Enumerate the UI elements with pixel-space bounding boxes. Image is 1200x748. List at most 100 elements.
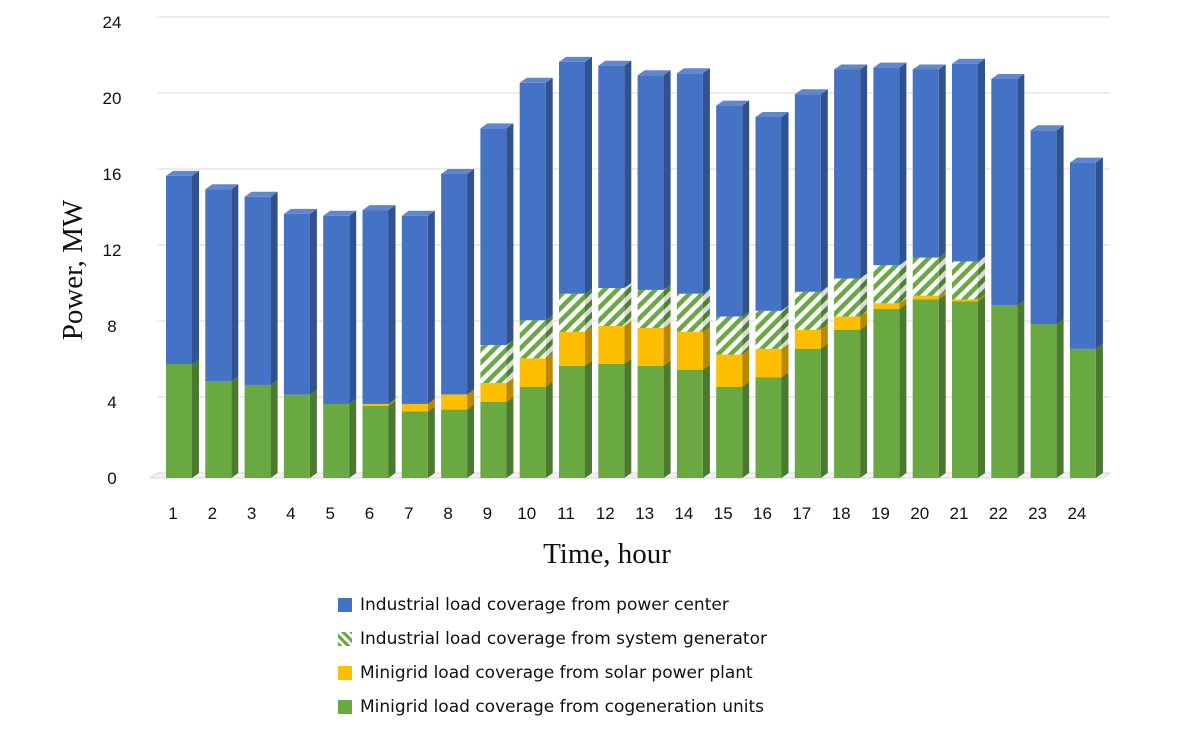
legend-swatch — [338, 598, 352, 612]
bar-side — [978, 58, 985, 262]
bar-segment — [283, 208, 317, 395]
bar-side — [624, 321, 632, 364]
bar-front — [676, 73, 703, 294]
y-axis-title: Power, MW — [57, 199, 89, 340]
bar-front — [559, 293, 585, 332]
bar-side — [427, 398, 435, 412]
x-axis-ticks: 1 2 3 4 5 6 7 8 9 10 11 12 13 14 15 16 17 18 19 20 21 22 23 24 — [168, 504, 1086, 523]
bar-side — [860, 64, 868, 279]
bar-side — [545, 353, 553, 387]
bar-side — [192, 359, 199, 478]
bar-segment — [559, 360, 592, 478]
bar-front — [912, 299, 939, 478]
bar-segment — [519, 353, 553, 387]
bar-top — [637, 70, 671, 76]
bar-side — [820, 89, 828, 292]
bar-front — [637, 365, 664, 478]
bar-segment — [873, 260, 907, 304]
bar-side — [860, 311, 868, 330]
x-axis-title: Time, hour — [543, 538, 671, 570]
bar-side — [702, 364, 710, 478]
bar-segment — [873, 303, 907, 478]
bar-segment — [676, 288, 710, 332]
legend-label: Industrial load coverage from power cent… — [360, 595, 729, 615]
bar-front — [952, 261, 978, 300]
x-tick-label: 8 — [443, 504, 452, 523]
bar-side — [270, 191, 278, 385]
bar-segment — [873, 62, 907, 266]
bar-front — [991, 79, 1018, 306]
x-tick-label: 18 — [832, 504, 851, 523]
bar-top — [323, 210, 357, 216]
x-tick-label: 12 — [596, 504, 615, 523]
bar-side — [742, 100, 750, 317]
bar-segment — [598, 359, 632, 478]
bar-front — [794, 94, 821, 292]
bar-segment — [166, 170, 199, 364]
bar-front — [637, 75, 664, 290]
bar-side — [624, 359, 632, 478]
y-tick-label: 16 — [103, 165, 122, 184]
bar-segment — [794, 343, 828, 478]
bar-front — [244, 384, 271, 478]
bar-side — [781, 112, 789, 311]
bar-segment — [676, 68, 710, 294]
legend-swatch — [338, 666, 352, 680]
y-tick-label: 8 — [107, 317, 116, 336]
bar-front — [755, 310, 782, 349]
bar-top — [873, 62, 907, 68]
bar-front — [362, 403, 389, 406]
bar-segment — [637, 70, 671, 290]
bar-front — [323, 215, 350, 404]
bar-front — [598, 364, 625, 478]
bar-front — [205, 381, 232, 478]
bar-front — [166, 175, 192, 364]
bar-front — [598, 326, 625, 364]
bar-segment — [166, 359, 199, 478]
bar-front — [441, 409, 468, 478]
bar-front — [912, 69, 939, 258]
bar-side — [860, 273, 868, 317]
x-tick-label: 2 — [208, 504, 217, 523]
bar-top — [991, 74, 1025, 79]
bar-segment — [283, 389, 317, 478]
bar-side — [742, 381, 750, 478]
x-tick-label: 23 — [1028, 504, 1047, 523]
bar-segment — [834, 64, 868, 279]
bar-side — [585, 360, 592, 478]
bar-segment — [834, 273, 868, 317]
x-tick-label: 24 — [1067, 504, 1086, 523]
bar-front — [952, 299, 978, 302]
bar-segment — [519, 315, 553, 359]
bar-front — [283, 213, 310, 395]
bar-front — [834, 329, 861, 478]
bar-side — [899, 62, 907, 266]
bar-segment — [794, 89, 828, 292]
x-tick-label: 3 — [247, 504, 256, 523]
bar-segment — [598, 321, 632, 364]
bars — [166, 56, 1103, 478]
bar-side — [309, 208, 317, 395]
x-tick-label: 14 — [674, 504, 693, 523]
bar-side — [506, 397, 514, 478]
chart-legend: Industrial load coverage from power cent… — [338, 588, 898, 724]
bar-segment — [912, 294, 946, 478]
bar-front — [991, 305, 1018, 478]
bar-side — [938, 252, 946, 296]
bar-segment — [637, 284, 671, 328]
bar-segment — [519, 77, 553, 321]
bar-side — [585, 56, 592, 294]
bar-top — [794, 89, 828, 95]
x-tick-label: 10 — [517, 504, 536, 523]
bar-front — [794, 348, 821, 478]
bar-top — [480, 123, 514, 129]
bar-top — [559, 56, 592, 62]
bar-front — [519, 358, 546, 387]
bar-side — [978, 256, 985, 300]
x-tick-label: 15 — [714, 504, 733, 523]
bar-side — [978, 294, 985, 302]
bar-front — [1069, 348, 1096, 478]
x-tick-label: 22 — [989, 504, 1008, 523]
bar-side — [1056, 125, 1064, 325]
bar-front — [755, 377, 782, 478]
